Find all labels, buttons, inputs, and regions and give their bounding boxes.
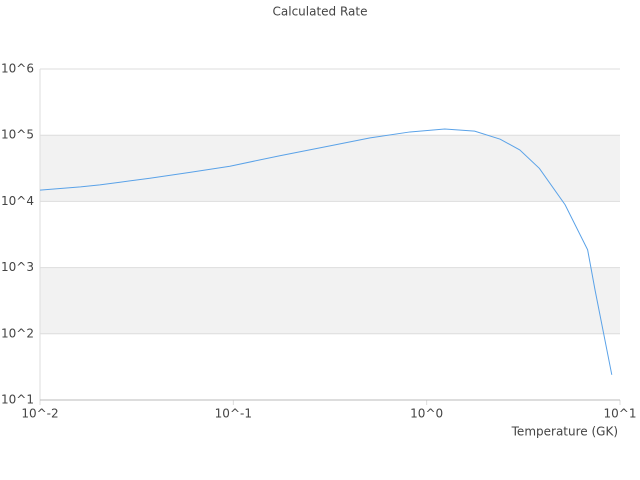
x-tick-label: 10^1	[604, 407, 637, 421]
x-tick-label: 10^0	[410, 407, 443, 421]
x-tick-label: 10^-1	[215, 407, 252, 421]
grid-band	[40, 135, 620, 202]
y-tick-label: 10^4	[1, 194, 34, 208]
line	[39, 128, 613, 375]
y-tick-label: 10^2	[1, 326, 34, 340]
chart-title: Calculated Rate	[273, 5, 368, 19]
bands	[40, 135, 620, 334]
y-tick-label: 10^5	[1, 128, 34, 142]
y-tick-label: 10^6	[1, 62, 34, 76]
y-tick-label: 10^1	[1, 393, 34, 407]
x-axis-title: Temperature (GK)	[511, 425, 618, 439]
grid-band	[40, 267, 620, 334]
y-tick-label: 10^3	[1, 260, 34, 274]
x-tick-label: 10^-2	[21, 407, 58, 421]
